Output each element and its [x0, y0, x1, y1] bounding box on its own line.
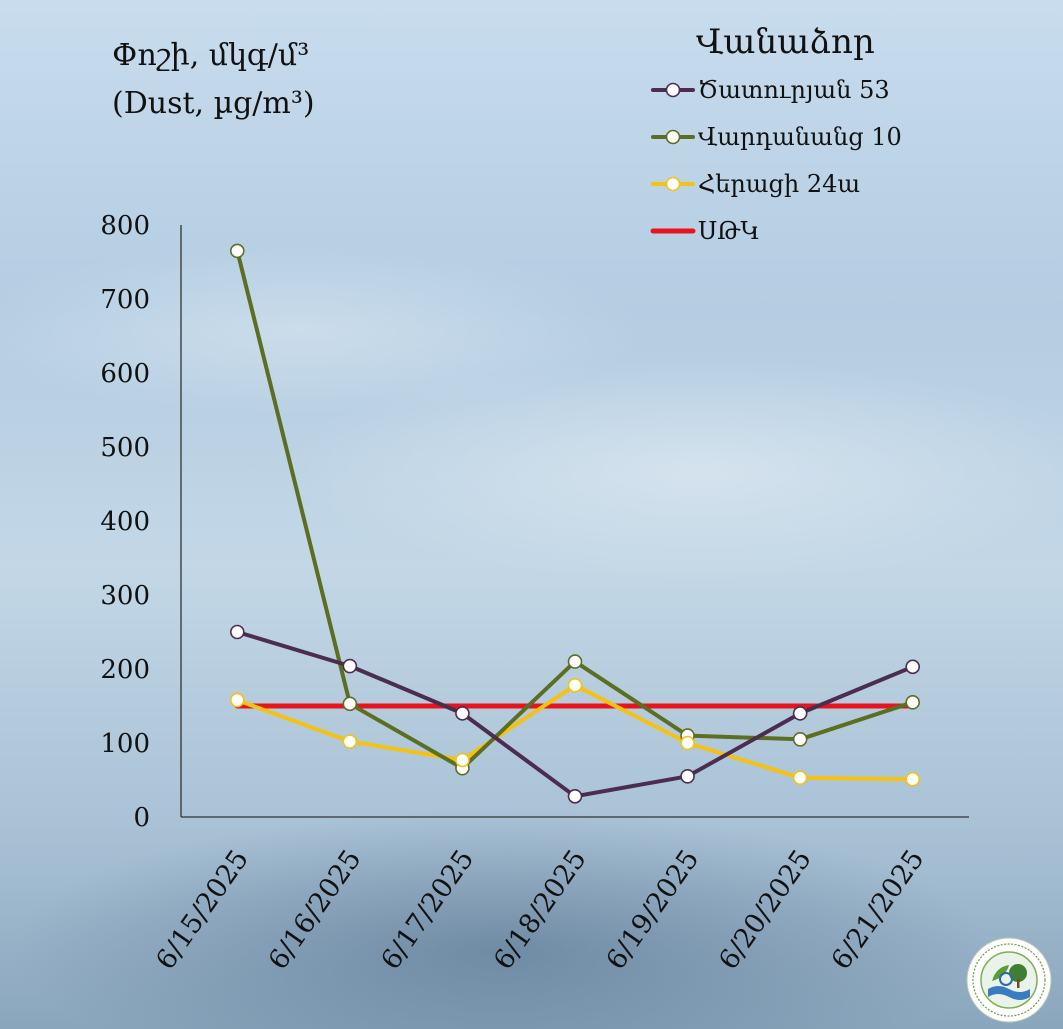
- legend-swatch: [651, 82, 695, 97]
- x-tick-label: 6/19/2025: [600, 844, 705, 975]
- data-point: [229, 624, 245, 640]
- legend-title: Վանաձոր: [696, 22, 875, 62]
- data-point: [229, 692, 245, 708]
- data-point: [680, 735, 695, 751]
- x-tick-label: 6/17/2025: [375, 844, 480, 975]
- data-point: [567, 788, 583, 804]
- data-point: [567, 677, 583, 693]
- legend-label: Ծատուրյան 53: [698, 75, 890, 104]
- y-axis-title: Փոշի, մկգ/մ³ (Dust, µg/m³): [112, 32, 372, 128]
- data-point: [567, 654, 583, 669]
- data-point: [905, 771, 921, 787]
- series-lines: [234, 248, 916, 799]
- legend-item: Ծատուրյան 53: [650, 66, 950, 113]
- data-point: [455, 752, 470, 768]
- data-point: [792, 770, 808, 786]
- legend-swatch: [651, 129, 695, 144]
- legend-items: Ծատուրյան 53 Վարդանանց 10 Հերացի 24ա ՍԹԿ: [650, 66, 950, 254]
- data-point: [455, 706, 470, 721]
- x-tick-label: 6/16/2025: [263, 844, 368, 975]
- legend-item: Հերացի 24ա: [650, 160, 950, 207]
- y-tick-label: 400: [100, 507, 150, 537]
- y-tick-label: 200: [100, 655, 150, 685]
- legend-label: Հերացի 24ա: [698, 169, 861, 198]
- y-tick-label: 300: [100, 581, 150, 611]
- y-tick-label: 700: [100, 285, 150, 315]
- data-point: [342, 734, 358, 749]
- x-tick-label: 6/20/2025: [713, 844, 818, 975]
- legend-item: ՍԹԿ: [650, 207, 950, 254]
- data-point: [905, 659, 921, 675]
- legend: Վանաձոր Ծատուրյան 53 Վարդանանց 10 Հերացի 2…: [650, 22, 950, 254]
- data-point: [680, 768, 695, 784]
- data-point: [229, 243, 245, 259]
- data-point: [342, 696, 358, 712]
- data-point: [792, 731, 808, 747]
- y-tick-label: 0: [133, 803, 150, 833]
- data-point: [792, 706, 808, 721]
- legend-item: Վարդանանց 10: [650, 113, 950, 160]
- y-tick-label: 800: [100, 211, 150, 241]
- x-tick-label: 6/21/2025: [826, 844, 931, 975]
- y-tick-label: 500: [100, 433, 150, 463]
- chart-axes: [180, 225, 969, 818]
- legend-swatch: [650, 228, 696, 233]
- data-point: [342, 658, 358, 674]
- y-tick-labels: 0 100 200 300 400 500 600 700 800: [100, 211, 150, 833]
- x-tick-labels: 6/15/2025 6/16/2025 6/17/2025 6/18/2025 6/19…: [150, 844, 930, 975]
- legend-label: Վարդանանց 10: [698, 122, 902, 151]
- series-line-2: [235, 683, 915, 782]
- y-axis-title-line-1: Փոշի, մկգ/մ³: [112, 38, 310, 73]
- legend-label: ՍԹԿ: [698, 216, 760, 245]
- x-tick-label: 6/15/2025: [150, 844, 255, 975]
- y-axis-title-line-2: (Dust, µg/m³): [112, 86, 315, 121]
- y-tick-label: 100: [100, 729, 150, 759]
- x-tick-label: 6/18/2025: [488, 844, 593, 975]
- y-tick-label: 600: [100, 359, 150, 389]
- data-point: [905, 694, 921, 710]
- organization-logo-icon: [966, 937, 1052, 1023]
- legend-swatch: [651, 176, 695, 191]
- series-points: [229, 243, 921, 804]
